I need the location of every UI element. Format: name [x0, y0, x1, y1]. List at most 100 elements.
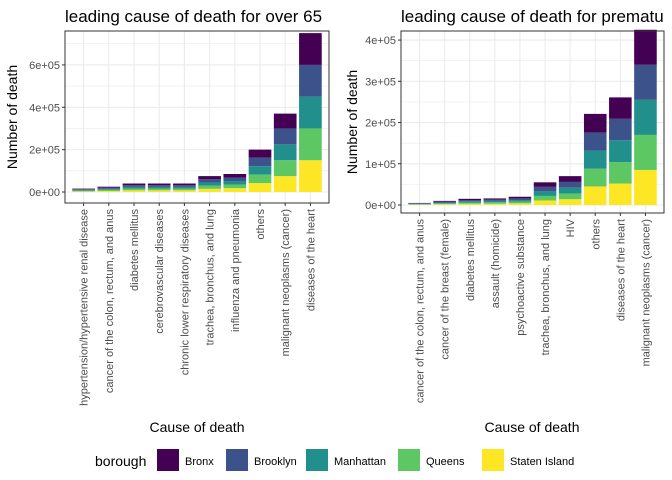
x-tick-label: psychoactive substance: [515, 219, 527, 336]
chart-left-y-ticks: 0e+00 2e+05 4e+05 6e+05: [29, 60, 65, 199]
bar-segment-staten-island: [223, 188, 247, 192]
x-tick-label: malignant neoplasms (cancer): [640, 219, 652, 366]
x-tick-label: hypertension/hypertensive renal disease: [79, 209, 91, 406]
bar-segment-brooklyn: [223, 177, 247, 181]
bar-segment-brooklyn: [122, 185, 146, 187]
y-tick-label: 3e+05: [365, 76, 396, 88]
y-tick-label: 4e+05: [365, 35, 396, 47]
bar-segment-brooklyn: [433, 201, 456, 203]
bar-segment-staten-island: [609, 183, 632, 205]
bar-segment-manhattan: [583, 150, 607, 169]
bar-segment-bronx: [173, 183, 196, 186]
y-tick-label: 6e+05: [29, 60, 60, 72]
bar-segment-manhattan: [634, 99, 657, 135]
bar-segment-staten-island: [198, 188, 221, 192]
bar-segment-brooklyn: [97, 187, 121, 189]
legend-title: borough: [95, 453, 146, 469]
x-tick-label: diabetes mellitus: [465, 219, 477, 301]
bar-segment-manhattan: [483, 200, 507, 203]
bar-segment-staten-island: [97, 190, 121, 192]
bar-segment-queens: [609, 162, 632, 184]
bar-segment-brooklyn: [483, 199, 507, 201]
bar-segment-staten-island: [72, 191, 95, 192]
chart-right-y-ticks: 0e+00 1e+05 2e+05 3e+05 4e+05: [365, 35, 401, 212]
x-tick-label: assault (homicide): [490, 219, 502, 308]
bar-segment-bronx: [273, 113, 297, 129]
bar-segment-bronx: [634, 29, 657, 65]
x-tick-label: cancer of the colon, rectum, and anus: [104, 209, 116, 394]
y-tick-label: 0e+00: [29, 187, 60, 199]
chart-right-x-axis-title: Cause of death: [485, 419, 580, 435]
bar-segment-staten-island: [583, 186, 607, 205]
x-tick-label: others: [590, 219, 602, 250]
bar-segment-queens: [533, 195, 557, 201]
bar-segment-manhattan: [508, 200, 532, 202]
bar-segment-brooklyn: [147, 185, 171, 187]
legend-key-staten-island: [482, 449, 504, 471]
x-tick-label: influenza and pneumonia: [230, 208, 242, 332]
bar-segment-brooklyn: [299, 64, 322, 97]
x-tick-label: diabetes mellitus: [129, 209, 141, 291]
y-tick-label: 0e+00: [365, 200, 396, 212]
bar-segment-brooklyn: [533, 186, 557, 192]
y-tick-label: 4e+05: [29, 102, 60, 114]
bar-segment-staten-island: [248, 183, 272, 192]
bar-segment-manhattan: [147, 186, 171, 189]
bar-segment-staten-island: [299, 160, 322, 192]
bar-segment-brooklyn: [458, 200, 482, 202]
bar-segment-bronx: [533, 182, 557, 187]
bar-segment-manhattan: [533, 191, 557, 196]
legend-label-brooklyn: Brooklyn: [254, 456, 297, 468]
legend-label-queens: Queens: [426, 456, 465, 468]
chart-right-x-ticks: cancer of the colon, rectum, and anus can…: [415, 213, 652, 403]
x-tick-label: diseases of the heart: [615, 219, 627, 321]
bar-segment-staten-island: [558, 199, 582, 205]
chart-right-title: leading cause of death for prematu: [401, 7, 664, 26]
bar-segment-bronx: [609, 97, 632, 119]
bar-segment-manhattan: [458, 201, 482, 203]
bar-segment-brooklyn: [634, 64, 657, 100]
bar-segment-manhattan: [122, 186, 146, 189]
legend-label-bronx: Bronx: [185, 456, 214, 468]
bar-segment-queens: [433, 203, 456, 205]
bar-segment-manhattan: [248, 166, 272, 175]
bar-segment-bronx: [508, 196, 532, 199]
bar-segment-queens: [173, 188, 196, 191]
bar-segment-bronx: [248, 149, 272, 158]
bar-segment-brooklyn: [583, 132, 607, 151]
x-tick-label: malignant neoplasms (cancer): [280, 209, 292, 356]
bar-segment-bronx: [198, 176, 221, 180]
bar-segment-manhattan: [299, 96, 322, 129]
bar-segment-staten-island: [433, 204, 456, 205]
chart-left-panel-border: [64, 30, 330, 204]
bar-segment-brooklyn: [609, 118, 632, 141]
legend-key-queens: [398, 449, 420, 471]
bar-segment-brooklyn: [72, 189, 95, 190]
bar-segment-staten-island: [483, 203, 507, 205]
chart-left-y-axis-title: Number of death: [4, 65, 20, 169]
legend-label-staten-island: Staten Island: [510, 456, 574, 468]
x-tick-label: chronic lower respiratory diseases: [179, 209, 191, 376]
bar-segment-staten-island: [634, 169, 657, 205]
bar-segment-bronx: [72, 188, 95, 190]
x-tick-label: cancer of the breast (female): [440, 219, 452, 360]
bar-segment-brooklyn: [173, 185, 196, 187]
bar-segment-bronx: [299, 33, 322, 65]
y-tick-label: 2e+05: [365, 118, 396, 130]
bar-segment-manhattan: [72, 189, 95, 191]
bar-segment-bronx: [583, 113, 607, 133]
chart-left-x-axis-title: Cause of death: [150, 419, 245, 435]
bar-segment-staten-island: [147, 190, 171, 192]
bar-segment-manhattan: [609, 140, 632, 163]
bar-segment-staten-island: [273, 176, 297, 192]
bar-segment-queens: [198, 185, 221, 189]
chart-right-y-axis-title: Number of death: [344, 70, 360, 174]
x-tick-label: others: [255, 209, 267, 240]
bar-segment-queens: [223, 184, 247, 189]
bar-segment-queens: [583, 168, 607, 187]
bar-segment-bronx: [223, 173, 247, 178]
bar-segment-brooklyn: [198, 179, 221, 183]
bar-segment-manhattan: [273, 144, 297, 161]
